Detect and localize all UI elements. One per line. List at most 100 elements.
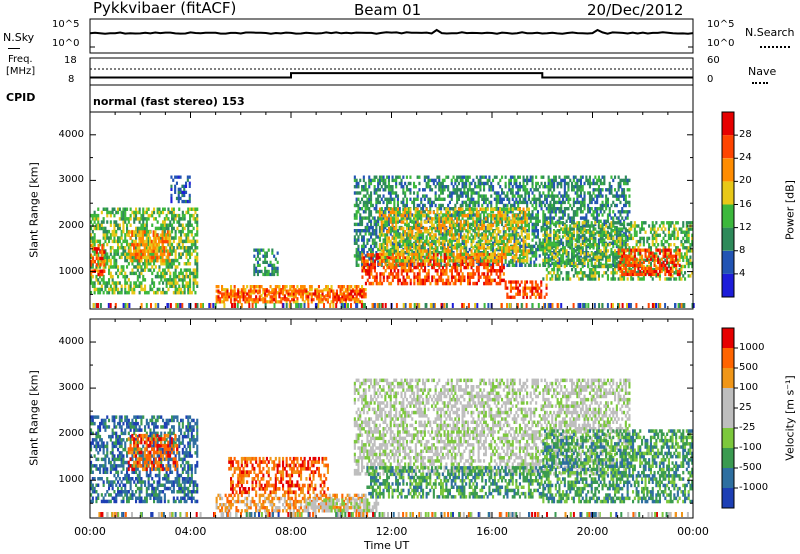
power-cell bbox=[126, 233, 129, 237]
power-cell bbox=[456, 263, 459, 267]
power-cell bbox=[185, 262, 188, 266]
power-cell bbox=[402, 226, 405, 231]
power-cell bbox=[368, 178, 371, 183]
power-cell bbox=[156, 290, 159, 295]
power-cell bbox=[124, 271, 127, 276]
power-cell bbox=[402, 232, 405, 236]
power-cell bbox=[497, 194, 500, 198]
power-cell bbox=[147, 262, 150, 266]
power-cell bbox=[599, 178, 602, 183]
power-cell bbox=[454, 236, 457, 240]
power-cell bbox=[108, 255, 111, 260]
power-cell bbox=[292, 295, 295, 299]
power-cell bbox=[308, 288, 311, 292]
power-cell bbox=[364, 288, 367, 292]
power-cell bbox=[418, 188, 421, 192]
power-cell bbox=[619, 213, 622, 217]
power-cell bbox=[371, 225, 374, 230]
power-cell bbox=[196, 233, 199, 237]
power-cell bbox=[429, 220, 432, 224]
power-cell bbox=[427, 175, 430, 179]
power-cell bbox=[477, 269, 480, 273]
power-cell bbox=[196, 281, 199, 285]
power-cell bbox=[407, 188, 410, 192]
power-cell bbox=[434, 235, 437, 239]
power-cell bbox=[538, 185, 541, 189]
power-cell bbox=[535, 197, 538, 201]
power-cell bbox=[382, 181, 385, 186]
power-cell bbox=[572, 260, 575, 264]
power-cell bbox=[558, 207, 561, 211]
power-cell bbox=[129, 287, 132, 292]
power-panel bbox=[89, 111, 695, 310]
power-cell bbox=[154, 290, 157, 295]
power-cell bbox=[138, 265, 141, 269]
power-cell bbox=[169, 262, 172, 266]
power-cell bbox=[382, 194, 385, 198]
power-cell bbox=[104, 226, 107, 231]
power-cell bbox=[544, 194, 547, 198]
power-cell bbox=[407, 207, 410, 211]
power-cell bbox=[621, 244, 624, 249]
power-cell bbox=[167, 210, 170, 215]
power-cell bbox=[361, 275, 364, 279]
power-cell bbox=[386, 278, 389, 283]
power-cell bbox=[438, 242, 441, 247]
power-cell bbox=[115, 258, 118, 263]
power-cell bbox=[135, 265, 138, 269]
power-cell bbox=[90, 236, 93, 240]
power-cell bbox=[513, 181, 516, 186]
power-cell bbox=[440, 230, 443, 234]
power-cell bbox=[425, 278, 428, 283]
power-cell bbox=[465, 222, 468, 227]
power-cell bbox=[429, 259, 432, 263]
power-cell bbox=[610, 247, 613, 252]
power-cell bbox=[190, 246, 193, 250]
power-cell bbox=[230, 289, 233, 293]
power-cell bbox=[420, 249, 423, 253]
power-cell bbox=[321, 294, 324, 298]
power-cell bbox=[133, 239, 136, 244]
power-cell bbox=[165, 226, 168, 231]
power-cell bbox=[380, 213, 383, 217]
power-cell bbox=[420, 265, 423, 270]
power-cell bbox=[141, 239, 144, 244]
power-cell bbox=[108, 258, 111, 263]
power-cell bbox=[562, 235, 565, 239]
power-cell bbox=[247, 291, 250, 295]
power-cell bbox=[267, 269, 270, 274]
power-cell bbox=[258, 289, 261, 293]
power-cell bbox=[362, 200, 365, 205]
power-cell bbox=[474, 229, 477, 233]
power-cell bbox=[134, 243, 137, 247]
power-cell bbox=[90, 253, 93, 257]
power-cell bbox=[536, 210, 539, 214]
power-cell bbox=[133, 220, 136, 224]
power-cell bbox=[409, 188, 412, 192]
power-cell bbox=[185, 210, 188, 215]
power-cell bbox=[178, 220, 181, 224]
power-cell bbox=[357, 244, 360, 249]
power-cell bbox=[536, 247, 539, 252]
power-cell bbox=[317, 289, 320, 293]
power-cell bbox=[433, 256, 436, 260]
power-cell bbox=[405, 249, 408, 253]
power-cell bbox=[452, 225, 455, 230]
power-cell bbox=[549, 216, 552, 220]
power-cell bbox=[470, 216, 473, 220]
power-cell bbox=[524, 188, 527, 192]
power-cell bbox=[355, 203, 358, 208]
power-cell bbox=[364, 259, 367, 263]
power-cell bbox=[194, 239, 197, 244]
power-cell bbox=[402, 191, 405, 195]
power-cell bbox=[592, 191, 595, 195]
power-cell bbox=[576, 185, 579, 189]
power-cell bbox=[481, 210, 484, 214]
power-cell bbox=[433, 275, 436, 279]
power-cell bbox=[178, 252, 181, 256]
power-cell bbox=[553, 200, 556, 205]
power-cell bbox=[432, 233, 435, 237]
power-cell bbox=[391, 244, 394, 249]
power-cell bbox=[395, 265, 398, 270]
power-cell bbox=[93, 252, 96, 256]
